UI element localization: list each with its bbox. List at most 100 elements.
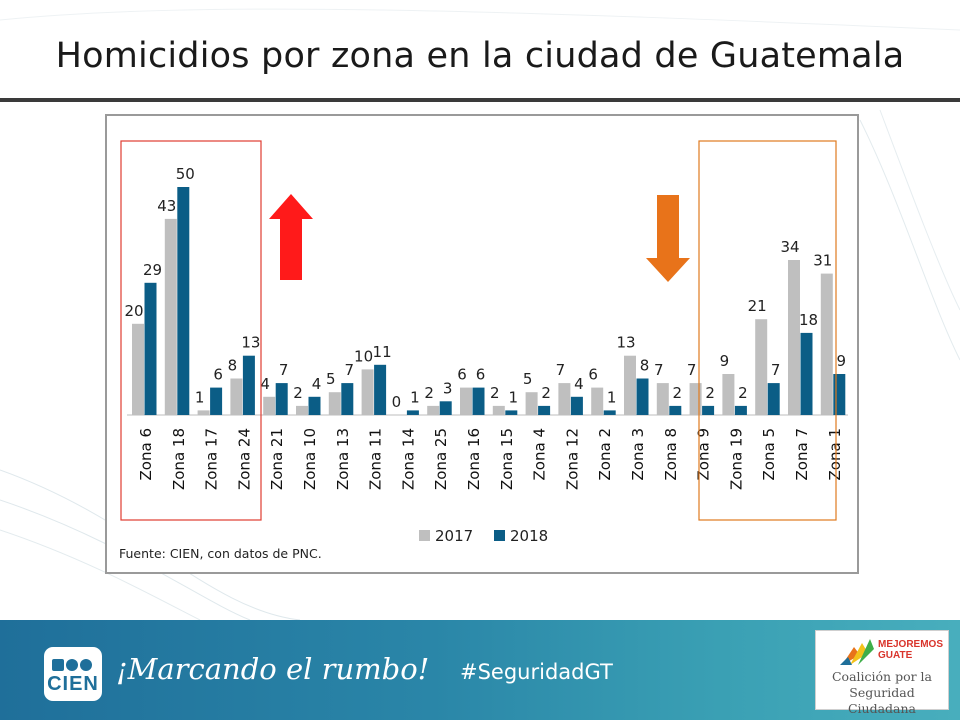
data-label-zona-2-2017: 6: [588, 366, 598, 384]
data-label-zona-1-2017: 31: [813, 252, 832, 270]
x-tick-label-zona-3: Zona 3: [629, 428, 647, 480]
x-tick-label-zona-8: Zona 8: [662, 428, 680, 480]
cien-logo: CIEN: [44, 647, 102, 701]
bar-zona-10-2017: [296, 405, 308, 416]
cien-logo-text: CIEN: [47, 673, 99, 695]
data-label-zona-9-2018: 2: [705, 384, 715, 402]
x-tick-label-zona-21: Zona 21: [268, 428, 286, 490]
x-tick-label-zona-2: Zona 2: [596, 428, 614, 480]
data-label-zona-16-2017: 6: [457, 366, 467, 384]
legend-swatch-2017: [419, 530, 430, 541]
slogan: ¡Marcando el rumbo!: [116, 652, 430, 686]
partner-brand-line1: MEJOREMOS: [878, 639, 944, 650]
x-tick-label-zona-11: Zona 11: [367, 428, 385, 490]
data-label-zona-10-2018: 4: [312, 375, 322, 393]
data-label-zona-21-2017: 4: [260, 375, 270, 393]
data-label-zona-12-2018: 4: [574, 375, 584, 393]
x-tick-label-zona-18: Zona 18: [170, 428, 188, 490]
bar-zona-6-2018: [144, 282, 157, 416]
bar-zona-4-2017: [525, 392, 538, 415]
data-label-zona-8-2018: 2: [673, 384, 683, 402]
highlight-box-increase: [120, 140, 262, 521]
bar-zona-8-2017: [656, 383, 669, 416]
bar-zona-21-2017: [263, 396, 276, 416]
data-label-zona-13-2017: 5: [326, 370, 336, 388]
partner-name-line2: Seguridad Ciudadana: [847, 685, 917, 716]
partner-logo-icon: [840, 639, 874, 665]
bar-zona-6-2017: [132, 323, 144, 415]
data-label-zona-3-2018: 8: [640, 357, 650, 375]
data-label-zona-6-2017: 20: [124, 302, 143, 320]
data-label-zona-17-2018: 6: [213, 366, 223, 384]
bar-zona-11-2017: [361, 369, 374, 415]
data-label-zona-18-2017: 43: [157, 197, 176, 215]
data-label-zona-18-2018: 50: [176, 165, 195, 183]
x-tick-label-zona-14: Zona 14: [399, 428, 417, 490]
x-tick-label-zona-7: Zona 7: [793, 428, 811, 480]
title-divider: [0, 98, 960, 102]
x-tick-label-zona-12: Zona 12: [563, 428, 581, 490]
chart-frame: [105, 114, 859, 574]
bar-zona-19-2018: [734, 405, 747, 416]
x-tick-label-zona-5: Zona 5: [760, 428, 778, 480]
data-label-zona-2-2018: 1: [607, 388, 617, 406]
bar-zona-13-2017: [328, 392, 341, 415]
data-label-zona-8-2017: 7: [654, 361, 664, 379]
slide-title: Homicidios por zona en la ciudad de Guat…: [55, 36, 905, 76]
bar-zona-1-2018: [833, 374, 846, 416]
data-label-zona-24-2017: 8: [228, 357, 238, 375]
bar-zona-1-2017: [820, 273, 833, 415]
bar-zona-3-2018: [636, 378, 649, 415]
data-label-zona-19-2018: 2: [738, 384, 748, 402]
down-arrow-icon: [646, 195, 690, 282]
legend-swatch-2018: [494, 530, 505, 541]
data-label-zona-14-2018: 1: [410, 388, 420, 406]
x-tick-label-zona-9: Zona 9: [695, 428, 713, 480]
data-label-zona-7-2018: 18: [799, 311, 818, 329]
bar-zona-2-2017: [591, 387, 604, 415]
data-label-zona-4-2018: 2: [541, 384, 551, 402]
data-label-zona-5-2017: 21: [748, 297, 767, 315]
cien-logo-mark: [52, 656, 94, 671]
x-tick-label-zona-17: Zona 17: [203, 428, 221, 490]
bar-zona-9-2017: [689, 383, 702, 416]
data-label-zona-10-2017: 2: [293, 384, 303, 402]
bar-zona-17-2018: [210, 387, 223, 415]
x-tick-label-zona-16: Zona 16: [465, 428, 483, 490]
partner-logo: MEJOREMOS GUATE Coalición por la Segurid…: [815, 630, 949, 716]
x-tick-label-zona-13: Zona 13: [334, 428, 352, 490]
data-label-zona-15-2018: 1: [509, 388, 519, 406]
bar-zona-7-2017: [788, 260, 800, 416]
data-label-zona-5-2018: 7: [771, 361, 781, 379]
bar-zona-13-2018: [341, 383, 354, 416]
bar-zona-10-2018: [308, 396, 321, 416]
bar-zona-4-2018: [538, 405, 551, 416]
legend-label-2018: 2018: [510, 527, 548, 545]
bar-zona-16-2017: [460, 387, 472, 415]
data-label-zona-7-2017: 34: [780, 238, 799, 256]
x-tick-label-zona-6: Zona 6: [137, 428, 155, 480]
hashtag: #SeguridadGT: [460, 660, 613, 684]
up-arrow-icon: [269, 194, 313, 280]
partner-name: Coalición por la Seguridad Ciudadana: [816, 669, 948, 717]
bar-zona-8-2018: [669, 405, 682, 416]
data-label-zona-6-2018: 29: [143, 261, 162, 279]
bar-zona-24-2017: [230, 378, 243, 415]
data-label-zona-25-2017: 2: [424, 384, 434, 402]
data-label-zona-3-2017: 13: [616, 334, 635, 352]
bar-zona-25-2017: [427, 405, 440, 416]
data-label-zona-9-2017: 7: [687, 361, 697, 379]
data-label-zona-16-2018: 6: [476, 366, 486, 384]
partner-brand: MEJOREMOS GUATE: [878, 639, 946, 661]
x-tick-label-zona-4: Zona 4: [531, 428, 549, 480]
data-label-zona-13-2018: 7: [345, 361, 355, 379]
bar-zona-14-2018: [406, 410, 419, 415]
data-label-zona-14-2017: 0: [392, 393, 402, 411]
bar-zona-15-2018: [505, 410, 518, 415]
data-label-zona-21-2018: 7: [279, 361, 289, 379]
data-label-zona-1-2018: 9: [837, 352, 847, 370]
bar-zona-24-2018: [242, 355, 255, 415]
